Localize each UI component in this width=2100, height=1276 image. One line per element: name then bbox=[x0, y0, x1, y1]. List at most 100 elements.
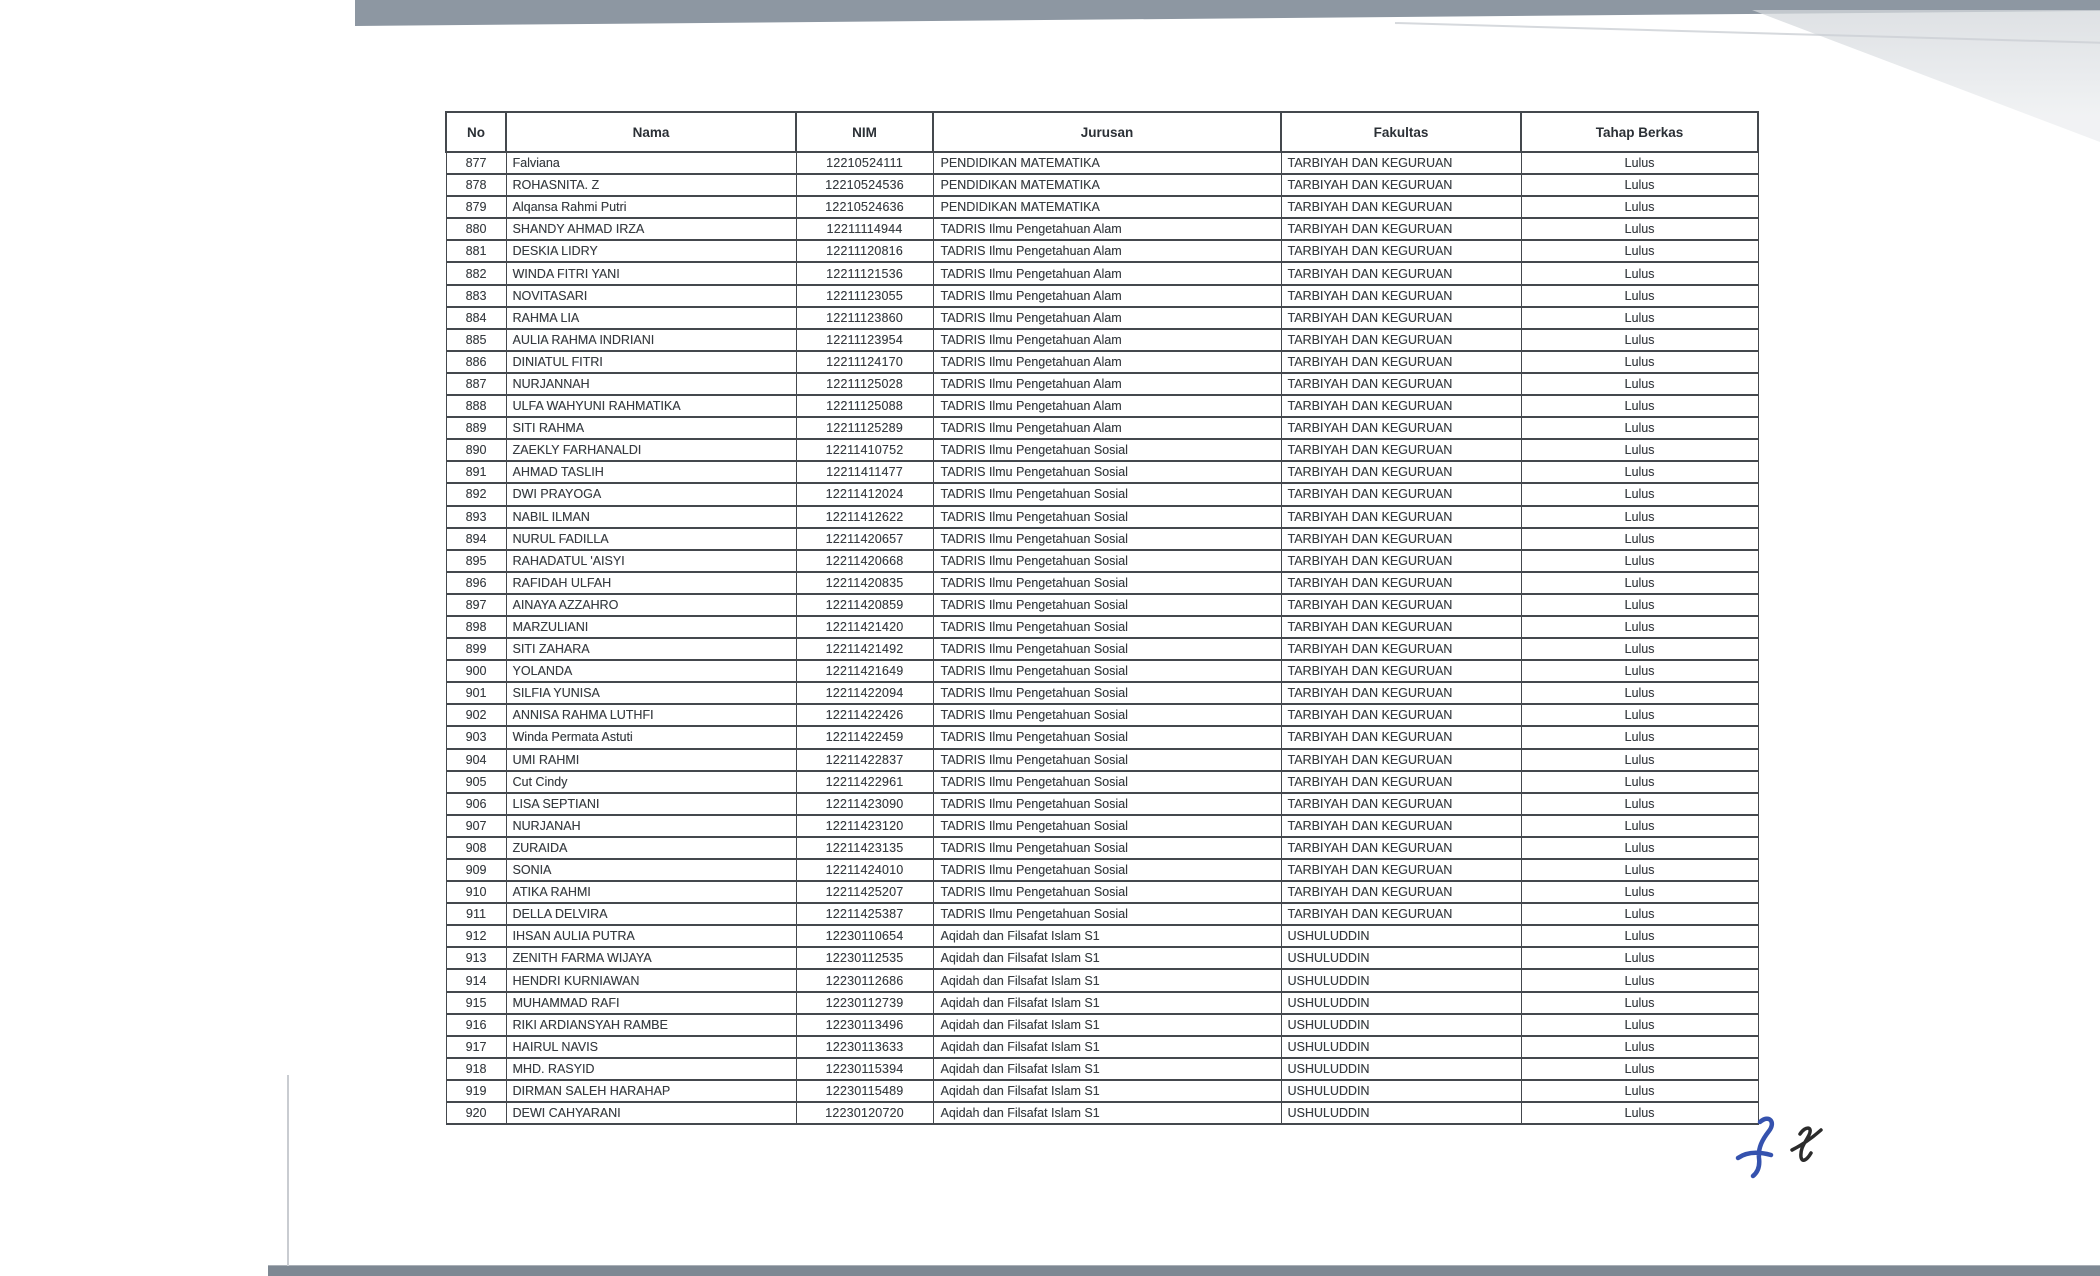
cell-tahap-berkas: Lulus bbox=[1520, 902, 1759, 927]
cell-jurusan: TADRIS Ilmu Pengetahuan Sosial bbox=[932, 835, 1282, 861]
cell-nim: 12211420835 bbox=[795, 570, 934, 595]
cell-nama: YOLANDA bbox=[505, 659, 797, 684]
cell-no: 893 bbox=[445, 504, 507, 529]
cell-jurusan: Aqidah dan Filsafat Islam S1 bbox=[932, 1078, 1282, 1104]
cell-jurusan: PENDIDIKAN MATEMATIKA bbox=[932, 173, 1282, 198]
cell-nim: 12211410752 bbox=[795, 438, 934, 463]
table-row: 899 SITI ZAHARA 12211421492 TADRIS Ilmu … bbox=[445, 637, 1759, 662]
cell-fakultas: TARBIYAH DAN KEGURUAN bbox=[1280, 703, 1522, 728]
cell-nama: MUHAMMAD RAFI bbox=[505, 990, 797, 1015]
cell-jurusan: TADRIS Ilmu Pengetahuan Sosial bbox=[932, 902, 1282, 927]
cell-jurusan: Aqidah dan Filsafat Islam S1 bbox=[932, 924, 1282, 949]
table-row: 911 DELLA DELVIRA 12211425387 TADRIS Ilm… bbox=[445, 902, 1759, 927]
cell-tahap-berkas: Lulus bbox=[1520, 990, 1759, 1015]
cell-tahap-berkas: Lulus bbox=[1520, 1012, 1759, 1037]
cell-no: 877 bbox=[445, 150, 507, 176]
cell-nama: ATIKA RAHMI bbox=[505, 880, 797, 905]
cell-nama: Winda Permata Astuti bbox=[505, 725, 797, 750]
cell-nama: IHSAN AULIA PUTRA bbox=[505, 924, 797, 949]
table-row: 879 Alqansa Rahmi Putri 12210524636 PEND… bbox=[445, 195, 1759, 220]
cell-jurusan: TADRIS Ilmu Pengetahuan Sosial bbox=[932, 592, 1282, 617]
cell-nama: LISA SEPTIANI bbox=[505, 791, 797, 816]
cell-nim: 12211114944 bbox=[795, 217, 934, 242]
signature-blue-icon bbox=[1735, 1116, 1775, 1179]
table-row: 915 MUHAMMAD RAFI 12230112739 Aqidah dan… bbox=[445, 990, 1759, 1015]
table-row: 916 RIKI ARDIANSYAH RAMBE 12230113496 Aq… bbox=[445, 1012, 1759, 1037]
cell-nama: SITI RAHMA bbox=[505, 416, 797, 441]
cell-jurusan: TADRIS Ilmu Pengetahuan Sosial bbox=[932, 769, 1282, 794]
cell-no: 887 bbox=[445, 371, 507, 397]
cell-tahap-berkas: Lulus bbox=[1520, 725, 1759, 750]
cell-fakultas: TARBIYAH DAN KEGURUAN bbox=[1280, 592, 1522, 617]
cell-nama: ANNISA RAHMA LUTHFI bbox=[505, 703, 797, 728]
cell-fakultas: TARBIYAH DAN KEGURUAN bbox=[1280, 217, 1522, 242]
cell-nim: 12211425207 bbox=[795, 880, 934, 905]
cell-tahap-berkas: Lulus bbox=[1520, 526, 1759, 551]
cell-no: 879 bbox=[445, 195, 507, 220]
cell-nama: UMI RAHMI bbox=[505, 747, 797, 772]
cell-tahap-berkas: Lulus bbox=[1520, 150, 1759, 176]
cell-no: 896 bbox=[445, 570, 507, 595]
cell-no: 909 bbox=[445, 857, 507, 883]
cell-nim: 12230115394 bbox=[795, 1056, 934, 1081]
table-row: 917 HAIRUL NAVIS 12230113633 Aqidah dan … bbox=[445, 1034, 1759, 1059]
cell-no: 915 bbox=[445, 990, 507, 1015]
cell-nim: 12211411477 bbox=[795, 460, 934, 485]
cell-tahap-berkas: Lulus bbox=[1520, 327, 1759, 352]
table-row: 886 DINIATUL FITRI 12211124170 TADRIS Il… bbox=[445, 349, 1759, 374]
cell-fakultas: TARBIYAH DAN KEGURUAN bbox=[1280, 857, 1522, 883]
table-row: 912 IHSAN AULIA PUTRA 12230110654 Aqidah… bbox=[445, 924, 1759, 949]
header-row: No Nama NIM Jurusan Fakultas Tahap Berka… bbox=[445, 111, 1759, 153]
cell-jurusan: PENDIDIKAN MATEMATIKA bbox=[932, 195, 1282, 220]
cell-nim: 12211125088 bbox=[795, 394, 934, 419]
cell-no: 878 bbox=[445, 173, 507, 198]
cell-tahap-berkas: Lulus bbox=[1520, 504, 1759, 529]
cell-fakultas: TARBIYAH DAN KEGURUAN bbox=[1280, 659, 1522, 684]
cell-fakultas: TARBIYAH DAN KEGURUAN bbox=[1280, 526, 1522, 551]
scanner-bed-strip-bottom bbox=[268, 1265, 2100, 1276]
cell-jurusan: Aqidah dan Filsafat Islam S1 bbox=[932, 946, 1282, 971]
cell-fakultas: TARBIYAH DAN KEGURUAN bbox=[1280, 349, 1522, 374]
cell-jurusan: TADRIS Ilmu Pengetahuan Alam bbox=[932, 283, 1282, 308]
cell-nama: NABIL ILMAN bbox=[505, 504, 797, 529]
cell-fakultas: TARBIYAH DAN KEGURUAN bbox=[1280, 305, 1522, 330]
cell-nim: 12211421649 bbox=[795, 659, 934, 684]
cell-nim: 12211120816 bbox=[795, 239, 934, 264]
table-row: 913 ZENITH FARMA WIJAYA 12230112535 Aqid… bbox=[445, 946, 1759, 971]
cell-fakultas: USHULUDDIN bbox=[1280, 1012, 1522, 1037]
cell-tahap-berkas: Lulus bbox=[1520, 283, 1759, 308]
cell-nama: AINAYA AZZAHRO bbox=[505, 592, 797, 617]
cell-tahap-berkas: Lulus bbox=[1520, 703, 1759, 728]
cell-nama: AHMAD TASLIH bbox=[505, 460, 797, 485]
cell-nama: ULFA WAHYUNI RAHMATIKA bbox=[505, 394, 797, 419]
cell-tahap-berkas: Lulus bbox=[1520, 614, 1759, 640]
cell-nim: 12210524111 bbox=[795, 150, 934, 176]
cell-tahap-berkas: Lulus bbox=[1520, 968, 1759, 993]
cell-fakultas: TARBIYAH DAN KEGURUAN bbox=[1280, 283, 1522, 308]
cell-fakultas: USHULUDDIN bbox=[1280, 924, 1522, 949]
cell-tahap-berkas: Lulus bbox=[1520, 1034, 1759, 1059]
cell-fakultas: TARBIYAH DAN KEGURUAN bbox=[1280, 813, 1522, 838]
cell-nama: NURJANNAH bbox=[505, 371, 797, 397]
cell-nim: 12211124170 bbox=[795, 349, 934, 374]
cell-tahap-berkas: Lulus bbox=[1520, 659, 1759, 684]
cell-no: 895 bbox=[445, 548, 507, 573]
table-row: 918 MHD. RASYID 12230115394 Aqidah dan F… bbox=[445, 1056, 1759, 1081]
cell-no: 898 bbox=[445, 614, 507, 640]
paper-corner-shadow bbox=[1752, 10, 2100, 142]
table-row: 881 DESKIA LIDRY 12211120816 TADRIS Ilmu… bbox=[445, 239, 1759, 264]
table-row: 900 YOLANDA 12211421649 TADRIS Ilmu Peng… bbox=[445, 659, 1759, 684]
cell-fakultas: TARBIYAH DAN KEGURUAN bbox=[1280, 570, 1522, 595]
cell-tahap-berkas: Lulus bbox=[1520, 394, 1759, 419]
cell-nama: RAHADATUL 'AISYI bbox=[505, 548, 797, 573]
table-row: 897 AINAYA AZZAHRO 12211420859 TADRIS Il… bbox=[445, 592, 1759, 617]
cell-fakultas: TARBIYAH DAN KEGURUAN bbox=[1280, 681, 1522, 706]
cell-jurusan: TADRIS Ilmu Pengetahuan Alam bbox=[932, 305, 1282, 330]
table-row: 891 AHMAD TASLIH 12211411477 TADRIS Ilmu… bbox=[445, 460, 1759, 485]
cell-nim: 12211412024 bbox=[795, 482, 934, 507]
cell-nama: DEWI CAHYARANI bbox=[505, 1101, 797, 1126]
cell-nim: 12211422837 bbox=[795, 747, 934, 772]
table-row: 882 WINDA FITRI YANI 12211121536 TADRIS … bbox=[445, 261, 1759, 286]
cell-fakultas: TARBIYAH DAN KEGURUAN bbox=[1280, 769, 1522, 794]
cell-tahap-berkas: Lulus bbox=[1520, 548, 1759, 573]
